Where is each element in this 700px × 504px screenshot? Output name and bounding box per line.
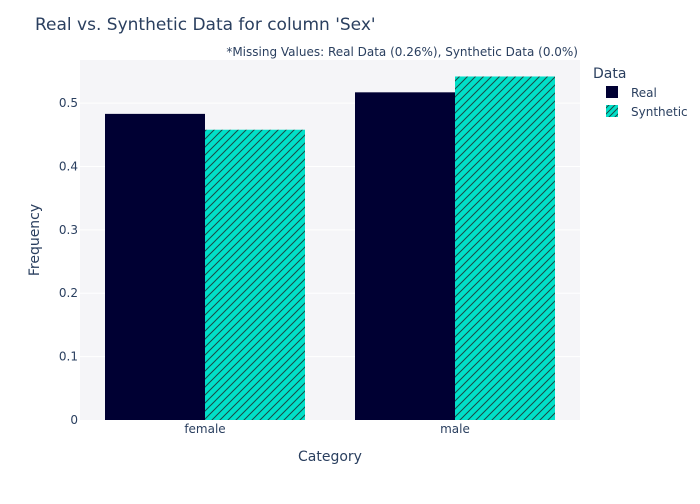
legend-swatch-synthetic xyxy=(606,105,618,117)
x-axis-label: Category xyxy=(298,449,362,465)
missing-values-annotation: *Missing Values: Real Data (0.26%), Synt… xyxy=(226,45,578,59)
x-axis-ticks: female male xyxy=(184,422,470,436)
y-tick-label: 0.2 xyxy=(59,286,78,300)
y-tick-label: 0.3 xyxy=(59,223,78,237)
legend-swatch-real xyxy=(606,86,618,98)
y-tick-label: 0.4 xyxy=(59,159,78,173)
bars xyxy=(105,76,555,421)
bar-real-female[interactable] xyxy=(105,113,205,421)
y-axis-ticks: 0 0.1 0.2 0.3 0.4 0.5 xyxy=(59,96,78,427)
x-tick-label: female xyxy=(184,422,225,436)
bar-synthetic-female[interactable] xyxy=(205,129,305,420)
legend-label-synthetic: Synthetic xyxy=(631,105,688,119)
y-tick-label: 0 xyxy=(70,413,78,427)
x-tick-label: male xyxy=(440,422,470,436)
legend-title: Data xyxy=(593,66,626,82)
bar-real-male[interactable] xyxy=(355,92,455,420)
bar-synthetic-male[interactable] xyxy=(455,76,555,420)
legend-label-real: Real xyxy=(631,86,657,100)
legend-item-synthetic[interactable]: Synthetic xyxy=(606,105,688,119)
y-tick-label: 0.1 xyxy=(59,350,78,364)
chart-title: Real vs. Synthetic Data for column 'Sex' xyxy=(35,15,376,35)
y-axis-label: Frequency xyxy=(27,204,43,276)
legend-item-real[interactable]: Real xyxy=(606,86,657,100)
legend[interactable]: Data Real Synthetic xyxy=(593,66,688,119)
y-tick-label: 0.5 xyxy=(59,96,78,110)
